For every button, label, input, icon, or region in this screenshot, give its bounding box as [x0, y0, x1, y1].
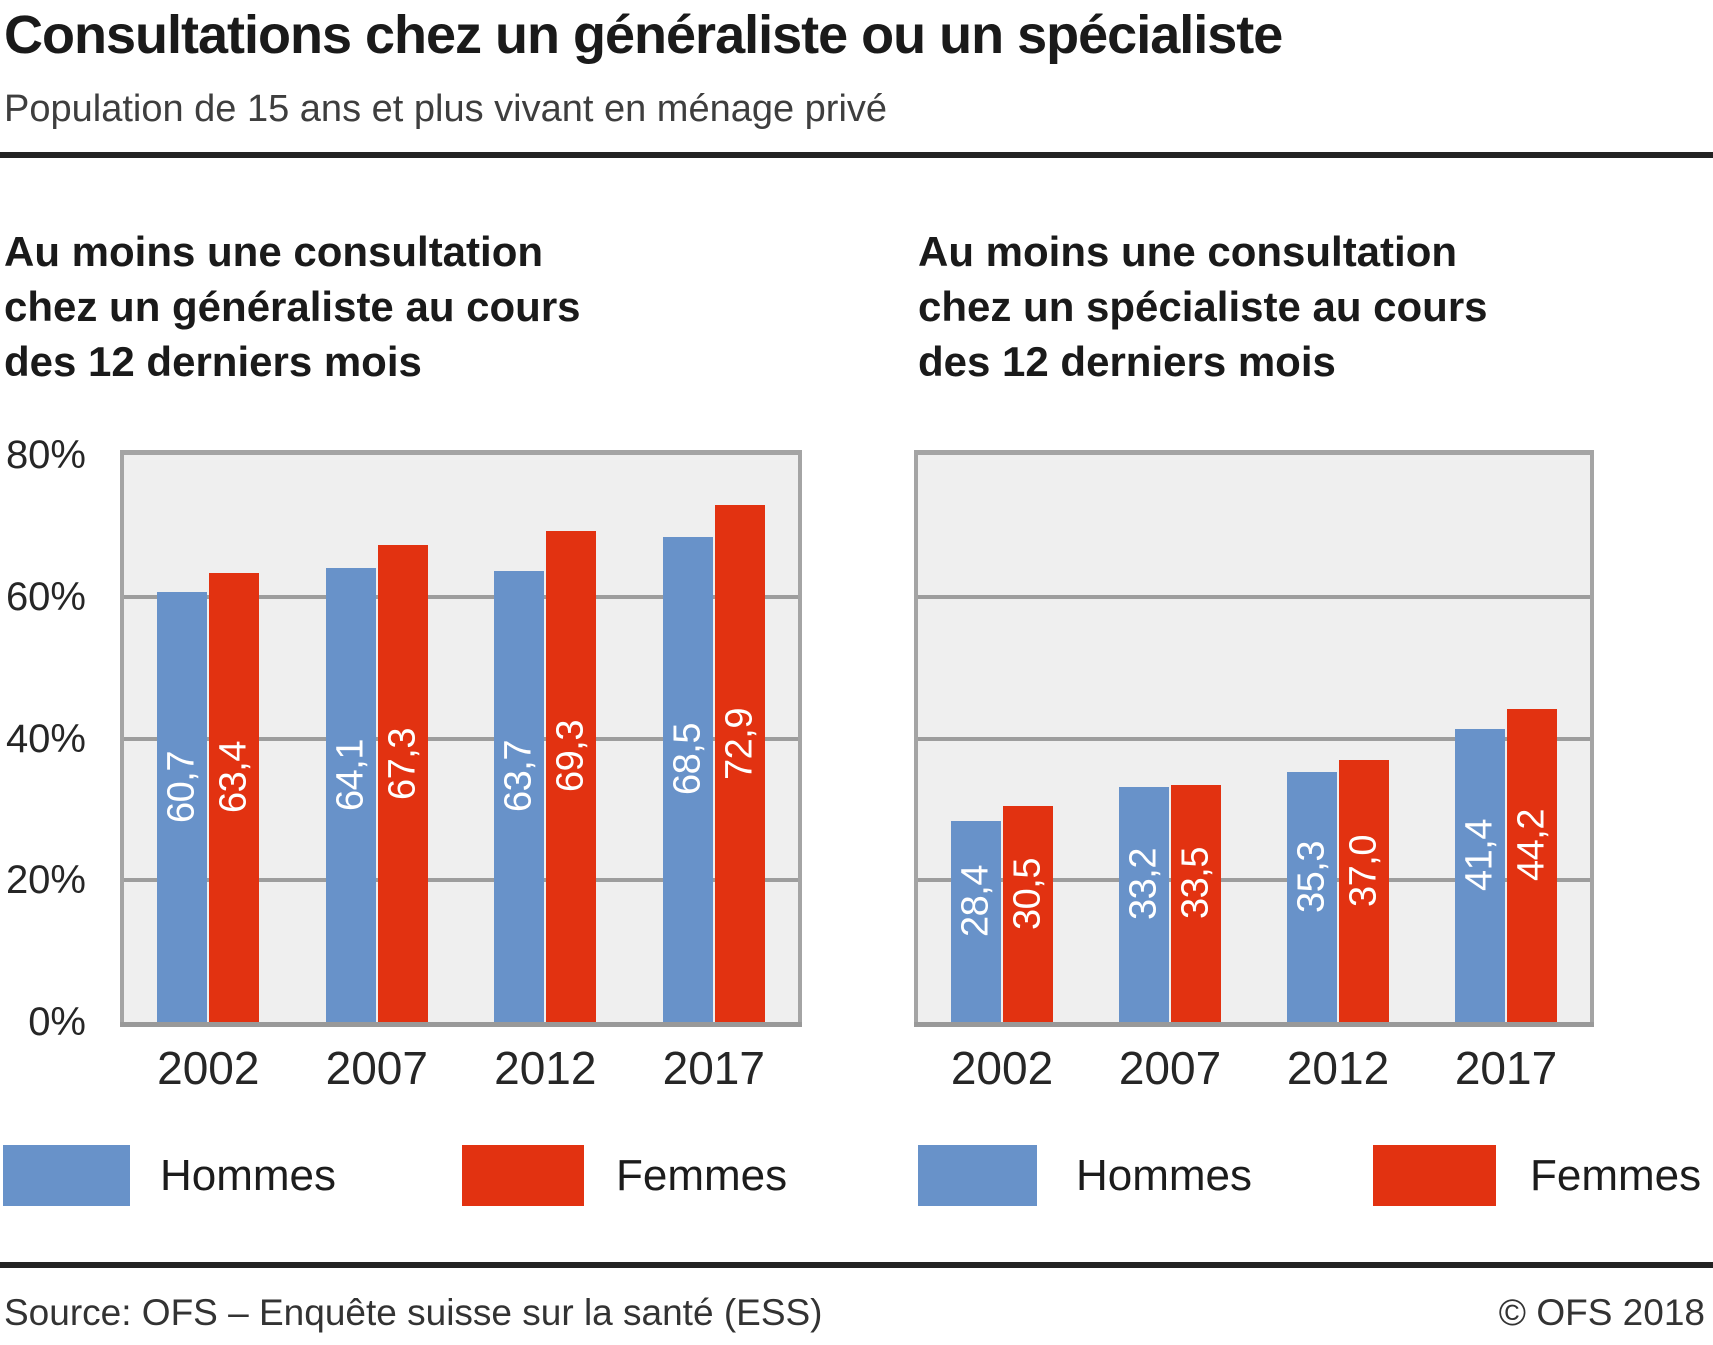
bar-value-label: 64,1	[329, 738, 372, 811]
y-tick-label-20: 20%	[5, 858, 86, 903]
bar-hommes-2017: 41,4	[1455, 728, 1505, 1022]
bar-femmes-2002: 30,5	[1003, 805, 1053, 1022]
x-tick-label-2017: 2017	[1454, 1042, 1558, 1094]
bar-value-label: 72,9	[718, 707, 761, 780]
bottom-divider	[0, 1262, 1713, 1268]
chart-heading-specialiste: Au moins une consultation chez un spécia…	[918, 228, 1488, 385]
bar-hommes-2002: 28,4	[951, 820, 1001, 1022]
x-axis-line	[914, 1022, 1594, 1027]
bar-value-label: 35,3	[1290, 840, 1333, 913]
y-tick-label-60: 60%	[5, 574, 86, 619]
plot-border-top	[120, 450, 802, 455]
gridline-40	[918, 736, 1590, 741]
x-tick-label-2002: 2002	[950, 1042, 1054, 1094]
bar-hommes-2007: 64,1	[325, 567, 376, 1022]
bar-value-label: 30,5	[1006, 857, 1049, 930]
bar-value-label: 63,7	[497, 740, 540, 813]
plot-area: 60,7 63,4 64,1 67,3 63,7 69,3 68,5 72,9	[120, 450, 802, 1027]
bar-femmes-2007: 33,5	[1171, 784, 1221, 1022]
legend-label-hommes: Hommes	[1076, 1151, 1253, 1200]
bar-femmes-2017: 72,9	[714, 505, 765, 1022]
legend-swatch-hommes	[918, 1145, 1037, 1206]
bar-value-label: 67,3	[381, 727, 424, 800]
x-tick-label-2007: 2007	[325, 1042, 428, 1094]
legend-swatch-hommes	[3, 1145, 130, 1206]
chart-heading-generaliste: Au moins une consultation chez un généra…	[4, 228, 581, 385]
y-tick-label-80: 80%	[5, 433, 86, 477]
plot-area: 28,4 30,5 33,2 33,5 35,3 37,0 41,4 44,2	[914, 450, 1594, 1027]
page-title: Consultations chez un généraliste ou un …	[4, 5, 1283, 65]
bar-hommes-2012: 63,7	[494, 570, 545, 1022]
bar-femmes-2012: 69,3	[546, 530, 597, 1022]
gridline-20	[124, 878, 798, 883]
gridline-20	[918, 878, 1590, 883]
legend-swatch-femmes	[1373, 1145, 1496, 1206]
bar-hommes-2012: 35,3	[1287, 771, 1337, 1022]
x-tick-label-2012: 2012	[1286, 1042, 1390, 1094]
plot-border-right	[798, 450, 802, 1027]
plot-border-left	[120, 450, 124, 1027]
y-tick-label-0: 0%	[28, 1000, 86, 1044]
bar-femmes-2007: 67,3	[377, 545, 428, 1022]
bar-value-label: 28,4	[954, 865, 997, 938]
x-tick-label-2017: 2017	[662, 1042, 765, 1094]
gridline-40	[124, 736, 798, 741]
copyright-note: © OFS 2018	[1498, 1292, 1705, 1333]
bar-value-label: 60,7	[160, 750, 203, 823]
bar-femmes-2017: 44,2	[1507, 708, 1557, 1022]
x-tick-label-2007: 2007	[1118, 1042, 1222, 1094]
legend-label-femmes: Femmes	[616, 1151, 788, 1200]
bar-value-label: 63,4	[212, 741, 255, 814]
bar-value-label: 37,0	[1342, 834, 1385, 907]
gridline-60	[124, 594, 798, 599]
bar-hommes-2007: 33,2	[1119, 786, 1169, 1022]
gridline-60	[918, 594, 1590, 599]
bar-value-label: 44,2	[1510, 809, 1553, 882]
bar-value-label: 41,4	[1458, 819, 1501, 892]
x-axis-line	[120, 1022, 802, 1027]
source-note: Source: OFS – Enquête suisse sur la sant…	[4, 1292, 823, 1333]
bar-value-label: 69,3	[549, 720, 592, 793]
plot-border-right	[1590, 450, 1594, 1027]
bar-hommes-2002: 60,7	[157, 591, 208, 1022]
bar-value-label: 33,5	[1174, 847, 1217, 920]
y-tick-label-40: 40%	[5, 716, 86, 761]
legend-swatch-femmes	[462, 1145, 584, 1206]
top-divider	[0, 152, 1713, 158]
bar-value-label: 68,5	[666, 723, 709, 796]
legend-label-hommes: Hommes	[160, 1151, 337, 1200]
bar-femmes-2012: 37,0	[1339, 759, 1389, 1022]
bar-femmes-2002: 63,4	[209, 572, 260, 1022]
bar-value-label: 33,2	[1122, 848, 1165, 921]
plot-border-top	[914, 450, 1594, 455]
x-tick-label-2012: 2012	[494, 1042, 597, 1094]
x-tick-label-2002: 2002	[157, 1042, 260, 1094]
bar-hommes-2017: 68,5	[662, 536, 713, 1022]
page-subtitle: Population de 15 ans et plus vivant en m…	[4, 88, 888, 130]
plot-border-left	[914, 450, 918, 1027]
legend-label-femmes: Femmes	[1530, 1151, 1702, 1200]
